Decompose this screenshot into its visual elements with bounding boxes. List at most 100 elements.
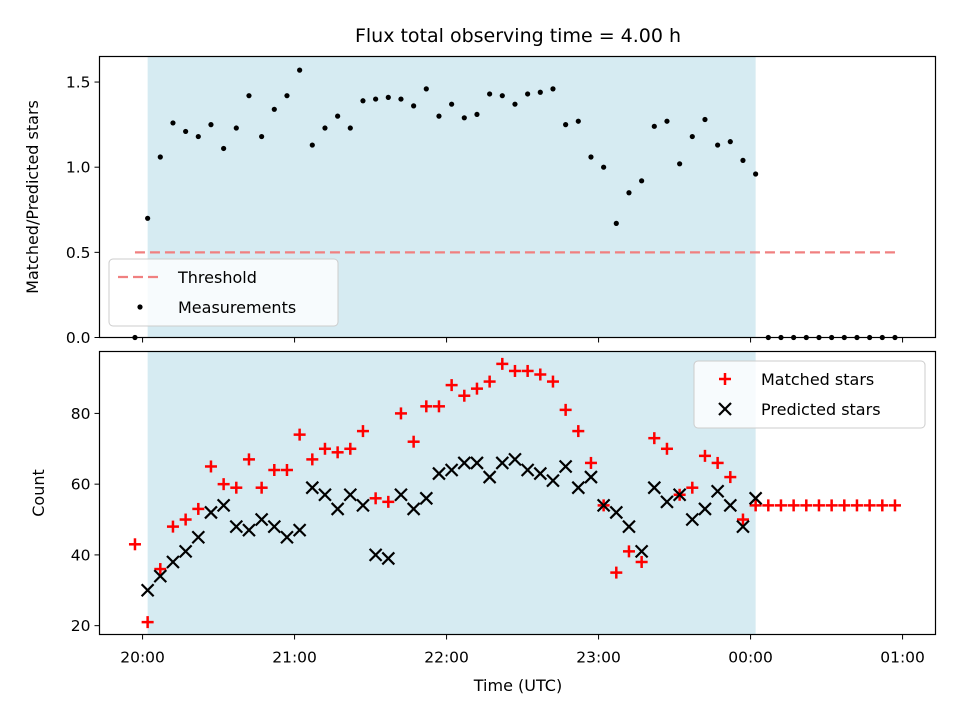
x-tick-label: 22:00: [424, 649, 469, 667]
predicted-star-point: [546, 473, 560, 488]
top-y-tick-label: 0.5: [66, 244, 91, 262]
matched-star-point: [686, 481, 699, 494]
matched-star-point: [230, 481, 243, 494]
measurement-point: [233, 125, 239, 131]
predicted-star-point: [419, 491, 434, 506]
bottom-y-axis-label: Count: [29, 469, 48, 517]
x-tick-label: 21:00: [272, 649, 317, 667]
predicted-star-point: [622, 519, 636, 534]
measurement-point: [221, 145, 227, 152]
measurement-point: [297, 67, 303, 73]
legend-measurement-swatch: [137, 304, 143, 310]
measurement-point: [284, 93, 290, 99]
bottom-legend-box: [693, 360, 926, 429]
measurement-point: [347, 125, 353, 131]
bottom-y-ticks: 20 40 60 80: [71, 405, 100, 635]
matched-star-point: [382, 495, 395, 508]
measurement-point: [702, 116, 708, 123]
matched-star-point: [863, 499, 876, 512]
predicted-star-point: [482, 470, 497, 484]
measurement-point: [170, 120, 176, 126]
top-panel: 0.0 0.5 1.0 1.5 Matched/Predicted stars Thr…: [23, 55, 937, 347]
matched-star-point: [850, 499, 863, 512]
predicted-star-point: [356, 498, 370, 513]
measurement-point: [753, 171, 759, 177]
bottom-y-tick-label: 60: [71, 476, 91, 494]
predicted-star-point: [698, 502, 712, 516]
matched-star-point: [154, 563, 167, 576]
bottom-y-tick-label: 80: [71, 405, 91, 423]
matched-star-point: [736, 513, 749, 526]
legend-threshold-label: Threshold: [177, 268, 257, 287]
matched-star-point: [407, 435, 420, 448]
measurement-point: [423, 86, 429, 92]
top-x-ticks: [142, 337, 904, 343]
matched-star-point: [838, 499, 851, 512]
measurement-point: [639, 178, 645, 184]
predicted-star-point: [444, 463, 459, 477]
measurement-point: [727, 139, 733, 145]
matched-star-point: [445, 379, 458, 392]
measurement-point: [613, 220, 619, 226]
measurement-point: [145, 215, 151, 221]
chart-title: Flux total observing time = 4.00 h: [355, 25, 681, 47]
measurement-point: [373, 96, 379, 102]
measurement-point: [626, 190, 632, 196]
predicted-star-point: [470, 456, 484, 470]
matched-star-point: [356, 425, 369, 438]
x-tick-label: 00:00: [728, 649, 773, 667]
matched-star-point: [483, 375, 496, 388]
predicted-star-point: [495, 456, 510, 470]
measurement-point: [740, 157, 746, 163]
predicted-star-point: [178, 544, 193, 559]
measurement-point: [157, 154, 163, 160]
matched-star-point: [192, 502, 205, 515]
measurement-point: [499, 93, 505, 99]
predicted-star-point: [305, 480, 320, 495]
predicted-star-point: [672, 487, 687, 502]
matched-star-point: [698, 449, 711, 462]
matched-star-point: [179, 513, 192, 526]
measurement-points: [132, 67, 898, 341]
predicted-star-point: [254, 512, 269, 527]
predicted-star-point: [267, 519, 282, 534]
matched-star-point: [876, 499, 889, 512]
measurement-point: [208, 122, 214, 128]
predicted-star-point: [660, 495, 674, 509]
matched-star-point: [800, 499, 813, 512]
measurement-point: [575, 118, 581, 124]
matched-star-point: [888, 499, 901, 512]
predicted-star-point: [191, 530, 206, 544]
predicted-star-point: [292, 523, 307, 537]
measurement-point: [651, 123, 657, 129]
matched-star-point: [787, 499, 800, 512]
predicted-star-point: [368, 548, 383, 562]
top-legend-box: [108, 258, 339, 327]
matched-star-point: [648, 432, 661, 445]
matched-star-point: [369, 492, 382, 505]
measurement-point: [183, 128, 189, 135]
measurement-point: [563, 122, 569, 128]
predicted-star-point: [736, 519, 750, 534]
measurement-point: [512, 101, 518, 107]
measurement-point: [461, 115, 467, 121]
matched-star-point: [610, 566, 623, 579]
predicted-star-point: [166, 555, 180, 569]
matched-star-point: [432, 400, 445, 413]
predicted-star-point: [153, 569, 168, 583]
predicted-star-point: [685, 512, 700, 527]
matched-star-point: [242, 453, 255, 466]
matched-star-point: [280, 464, 293, 477]
legend-predicted-swatch: [718, 402, 732, 416]
measurement-point: [550, 86, 556, 92]
bottom-y-tick-label: 20: [71, 617, 91, 635]
matched-star-point: [204, 460, 217, 473]
measurement-point: [322, 125, 328, 131]
top-axes-frame: [98, 55, 937, 339]
predicted-star-point: [508, 452, 522, 467]
predicted-star-point: [634, 544, 649, 559]
bottom-legend: Matched stars Predicted stars: [693, 360, 926, 429]
top-y-axis-label: Matched/Predicted stars: [23, 100, 42, 294]
measurement-point: [398, 96, 404, 102]
